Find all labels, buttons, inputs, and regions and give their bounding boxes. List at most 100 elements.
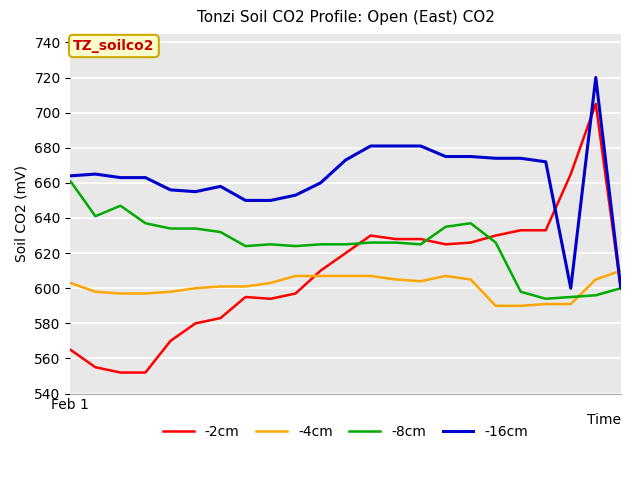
-4cm — [116, 290, 124, 296]
-4cm — [492, 303, 500, 309]
-16cm — [217, 183, 225, 189]
-16cm — [442, 154, 449, 159]
-2cm — [242, 294, 250, 300]
Line: -8cm: -8cm — [70, 181, 621, 299]
-4cm — [67, 280, 74, 286]
-8cm — [166, 226, 174, 231]
-2cm — [592, 101, 600, 107]
Title: Tonzi Soil CO2 Profile: Open (East) CO2: Tonzi Soil CO2 Profile: Open (East) CO2 — [196, 11, 495, 25]
-16cm — [92, 171, 99, 177]
-4cm — [517, 303, 525, 309]
-8cm — [342, 241, 349, 247]
-4cm — [567, 301, 575, 307]
-16cm — [242, 198, 250, 204]
-8cm — [116, 203, 124, 209]
-2cm — [542, 228, 550, 233]
-8cm — [467, 220, 474, 226]
-2cm — [367, 233, 374, 239]
-2cm — [92, 364, 99, 370]
-2cm — [442, 241, 449, 247]
-4cm — [191, 285, 199, 291]
-16cm — [141, 175, 149, 180]
-8cm — [567, 294, 575, 300]
-16cm — [292, 192, 300, 198]
-2cm — [267, 296, 275, 301]
-4cm — [166, 289, 174, 295]
-8cm — [367, 240, 374, 245]
-4cm — [617, 268, 625, 274]
-4cm — [292, 273, 300, 279]
-2cm — [617, 285, 625, 291]
-4cm — [317, 273, 324, 279]
-4cm — [141, 290, 149, 296]
-2cm — [292, 290, 300, 296]
-16cm — [492, 156, 500, 161]
-8cm — [317, 241, 324, 247]
-16cm — [567, 285, 575, 291]
-8cm — [92, 213, 99, 219]
-2cm — [392, 236, 399, 242]
-16cm — [166, 187, 174, 193]
-4cm — [267, 280, 275, 286]
-16cm — [342, 157, 349, 163]
-8cm — [267, 241, 275, 247]
-16cm — [367, 143, 374, 149]
-8cm — [442, 224, 449, 229]
-8cm — [292, 243, 300, 249]
Line: -16cm: -16cm — [70, 77, 621, 288]
-8cm — [141, 220, 149, 226]
-2cm — [517, 228, 525, 233]
Legend: -2cm, -4cm, -8cm, -16cm: -2cm, -4cm, -8cm, -16cm — [157, 419, 534, 444]
-16cm — [191, 189, 199, 194]
-8cm — [592, 292, 600, 298]
-16cm — [417, 143, 424, 149]
-2cm — [67, 347, 74, 353]
-2cm — [467, 240, 474, 245]
Line: -2cm: -2cm — [70, 104, 621, 372]
-4cm — [467, 276, 474, 282]
-16cm — [542, 159, 550, 165]
-4cm — [92, 289, 99, 295]
-2cm — [417, 236, 424, 242]
-2cm — [567, 171, 575, 177]
-16cm — [116, 175, 124, 180]
-4cm — [342, 273, 349, 279]
-8cm — [492, 240, 500, 245]
-16cm — [592, 74, 600, 80]
Y-axis label: Soil CO2 (mV): Soil CO2 (mV) — [15, 165, 29, 262]
-16cm — [467, 154, 474, 159]
Text: Time: Time — [587, 413, 621, 427]
-2cm — [342, 250, 349, 256]
-4cm — [417, 278, 424, 284]
-2cm — [116, 370, 124, 375]
-8cm — [417, 241, 424, 247]
-16cm — [517, 156, 525, 161]
-16cm — [317, 180, 324, 186]
-16cm — [617, 285, 625, 291]
-2cm — [317, 268, 324, 274]
Text: TZ_soilco2: TZ_soilco2 — [73, 39, 155, 53]
-8cm — [191, 226, 199, 231]
-2cm — [492, 233, 500, 239]
-8cm — [617, 285, 625, 291]
-4cm — [442, 273, 449, 279]
-8cm — [392, 240, 399, 245]
-8cm — [517, 289, 525, 295]
-16cm — [67, 173, 74, 179]
-4cm — [542, 301, 550, 307]
-16cm — [267, 198, 275, 204]
-2cm — [141, 370, 149, 375]
-8cm — [67, 178, 74, 184]
-4cm — [367, 273, 374, 279]
-4cm — [592, 276, 600, 282]
-2cm — [166, 338, 174, 344]
-4cm — [242, 284, 250, 289]
-4cm — [392, 276, 399, 282]
-8cm — [242, 243, 250, 249]
-8cm — [217, 229, 225, 235]
-2cm — [217, 315, 225, 321]
Line: -4cm: -4cm — [70, 271, 621, 306]
-2cm — [191, 321, 199, 326]
-16cm — [392, 143, 399, 149]
-4cm — [217, 284, 225, 289]
